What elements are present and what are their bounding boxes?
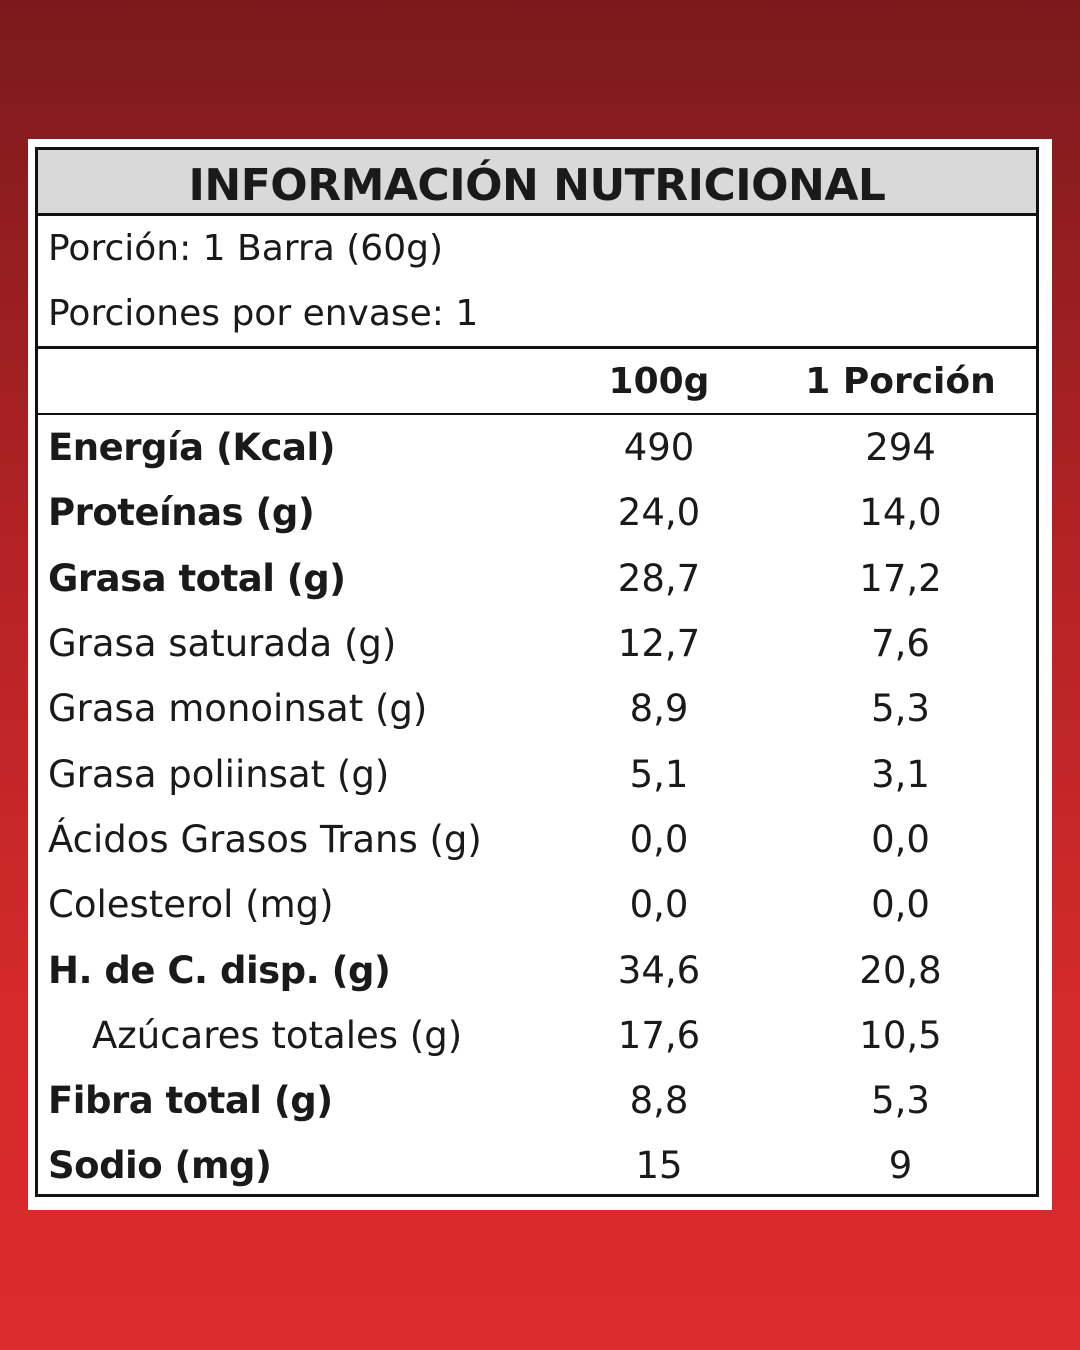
table-row: Fibra total (g) 8,8 5,3 xyxy=(38,1068,1036,1133)
value-per-portion: 20,8 xyxy=(859,948,942,992)
value-per-100g: 8,8 xyxy=(629,1079,689,1123)
table-row: Ácidos Grasos Trans (g) 0,0 0,0 xyxy=(38,807,1036,872)
nutrition-title: INFORMACIÓN NUTRICIONAL xyxy=(188,160,886,211)
nutrient-label: Fibra total (g) xyxy=(48,1079,333,1123)
value-per-portion: 5,3 xyxy=(871,687,930,731)
table-row: Grasa total (g) 28,7 17,2 xyxy=(38,546,1036,611)
value-per-portion: 9 xyxy=(888,1144,913,1188)
table-row: H. de C. disp. (g) 34,6 20,8 xyxy=(38,937,1036,1002)
value-per-100g: 17,6 xyxy=(617,1013,701,1057)
value-per-100g: 490 xyxy=(623,426,695,470)
nutrition-table: INFORMACIÓN NUTRICIONAL Porción: 1 Barra… xyxy=(35,147,1039,1197)
nutrient-rows: Energía (Kcal) 490 294 Proteínas (g) 24,0 14,… xyxy=(38,415,1036,1199)
portion-info: Porción: 1 Barra (60g) Porciones por env… xyxy=(38,216,1036,349)
nutrition-label-card: INFORMACIÓN NUTRICIONAL Porción: 1 Barra… xyxy=(28,139,1052,1210)
value-per-portion: 7,6 xyxy=(871,622,930,666)
value-per-portion: 5,3 xyxy=(871,1079,930,1123)
value-per-portion: 14,0 xyxy=(859,491,942,535)
value-per-100g: 5,1 xyxy=(629,752,689,796)
nutrient-label: Grasa total (g) xyxy=(48,556,346,600)
nutrient-label: Sodio (mg) xyxy=(48,1144,272,1188)
column-header-row: 100g 1 Porción xyxy=(38,349,1036,415)
title-band: INFORMACIÓN NUTRICIONAL xyxy=(38,150,1036,216)
portions-per-package: Porciones por envase: 1 xyxy=(48,293,479,334)
column-header-100g: 100g xyxy=(608,360,710,402)
table-row: Proteínas (g) 24,0 14,0 xyxy=(38,480,1036,545)
nutrient-label: Colesterol (mg) xyxy=(48,883,334,927)
portion-size: Porción: 1 Barra (60g) xyxy=(48,228,443,269)
value-per-100g: 15 xyxy=(635,1144,683,1188)
value-per-portion: 3,1 xyxy=(871,752,930,796)
value-per-100g: 0,0 xyxy=(629,817,689,861)
nutrient-label: Proteínas (g) xyxy=(48,491,315,535)
table-row: Sodio (mg) 15 9 xyxy=(38,1133,1036,1198)
nutrient-label: Grasa poliinsat (g) xyxy=(48,752,390,796)
nutrient-label: H. de C. disp. (g) xyxy=(48,948,391,992)
table-row: Azúcares totales (g) 17,6 10,5 xyxy=(38,1003,1036,1068)
value-per-100g: 24,0 xyxy=(617,491,701,535)
table-row: Grasa poliinsat (g) 5,1 3,1 xyxy=(38,741,1036,806)
value-per-100g: 0,0 xyxy=(629,883,689,927)
value-per-portion: 10,5 xyxy=(859,1013,942,1057)
value-per-100g: 8,9 xyxy=(629,687,689,731)
value-per-portion: 294 xyxy=(865,426,936,470)
value-per-100g: 12,7 xyxy=(617,622,701,666)
value-per-portion: 17,2 xyxy=(859,556,942,600)
nutrient-label: Azúcares totales (g) xyxy=(92,1013,463,1057)
table-row: Energía (Kcal) 490 294 xyxy=(38,415,1036,480)
nutrient-label: Energía (Kcal) xyxy=(48,426,336,470)
nutrient-label: Grasa saturada (g) xyxy=(48,622,397,666)
column-header-portion: 1 Porción xyxy=(805,360,996,402)
table-row: Grasa saturada (g) 12,7 7,6 xyxy=(38,611,1036,676)
nutrient-label: Grasa monoinsat (g) xyxy=(48,687,428,731)
nutrient-label: Ácidos Grasos Trans (g) xyxy=(48,817,482,861)
value-per-100g: 34,6 xyxy=(617,948,701,992)
value-per-portion: 0,0 xyxy=(871,883,930,927)
value-per-portion: 0,0 xyxy=(871,817,930,861)
table-row: Grasa monoinsat (g) 8,9 5,3 xyxy=(38,676,1036,741)
table-row: Colesterol (mg) 0,0 0,0 xyxy=(38,872,1036,937)
value-per-100g: 28,7 xyxy=(617,556,701,600)
